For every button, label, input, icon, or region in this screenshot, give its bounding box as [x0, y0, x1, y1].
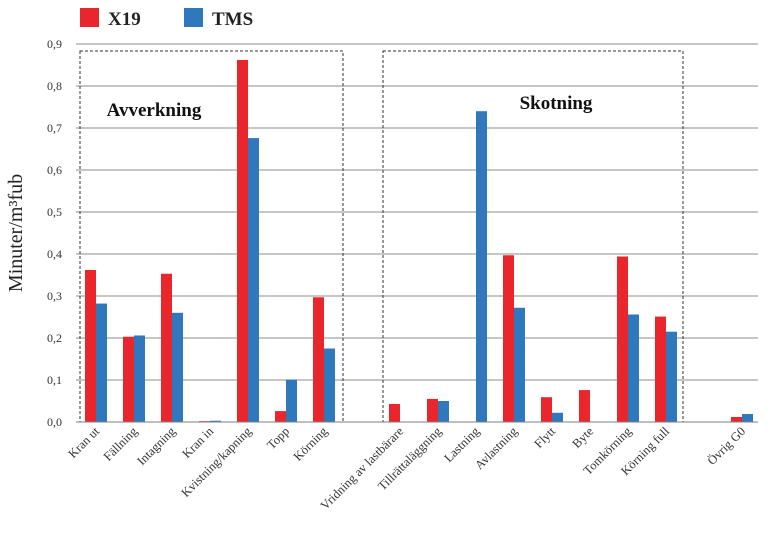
y-tick-label: 0,1: [47, 373, 62, 387]
bar-x19: [123, 336, 134, 422]
bar-tms: [476, 111, 487, 422]
bar-x19: [85, 269, 96, 422]
grid-lines: [76, 43, 758, 381]
y-tick-label: 0,9: [47, 37, 62, 51]
x-category-label: Topp: [264, 424, 292, 452]
bar-tms: [324, 348, 335, 422]
bar-x19: [275, 411, 286, 422]
y-axis-label: Minuter/m³fub: [5, 174, 27, 292]
x-category-label: Kran ut: [65, 424, 102, 461]
y-tick-label: 0,8: [47, 79, 62, 93]
y-tick-label: 0,3: [47, 289, 62, 303]
x-category-label: Kran in: [179, 424, 216, 461]
y-tick-label: 0,7: [47, 121, 62, 135]
bar-x19: [579, 390, 590, 422]
bar-tms: [514, 307, 525, 422]
bar-x19: [237, 59, 248, 423]
bar-tms: [438, 401, 449, 422]
y-tick-label: 0,6: [47, 163, 62, 177]
x-category-label: Byte: [570, 424, 597, 451]
bar-x19: [541, 397, 552, 422]
bar-tms: [742, 414, 753, 422]
bar-x19: [655, 316, 666, 422]
y-axis-ticks: 0,0 0,1 0,2 0,3 0,4 0,5 0,6 0,7 0,8 0,9: [47, 37, 62, 429]
bars: [85, 59, 753, 423]
bar-tms: [210, 420, 221, 422]
bar-x19: [389, 403, 400, 422]
bar-tms: [96, 303, 107, 422]
x-category-label: Avlastning: [472, 424, 521, 473]
bar-tms: [134, 335, 145, 422]
bar-tms: [248, 138, 259, 422]
legend-swatch-tms: [184, 8, 203, 27]
bar-tms: [172, 312, 183, 422]
y-tick-label: 0,4: [47, 247, 62, 261]
y-tick-label: 0,2: [47, 331, 62, 345]
bar-x19: [427, 398, 438, 422]
group-label-avverkning: Avverkning: [107, 100, 202, 121]
legend-label-x19: X19: [108, 9, 141, 30]
x-category-label: Övrig G0: [705, 424, 749, 468]
legend: X19 TMS: [80, 8, 253, 30]
x-category-label: Flytt: [532, 424, 559, 451]
group-label-skotning: Skotning: [520, 93, 593, 114]
bar-tms: [552, 412, 563, 422]
x-category-label: Körning: [291, 424, 331, 464]
x-category-label: Intagning: [134, 424, 178, 468]
bar-x19: [313, 297, 324, 422]
bar-tms: [666, 331, 677, 422]
bar-x19: [731, 416, 742, 422]
bar-x19: [617, 256, 628, 422]
bar-tms: [286, 379, 297, 422]
bar-x19: [161, 273, 172, 422]
y-tick-label: 0,0: [47, 415, 62, 429]
legend-label-tms: TMS: [212, 9, 253, 30]
bar-x19: [503, 255, 514, 422]
legend-swatch-x19: [80, 8, 99, 27]
bar-tms: [628, 314, 639, 422]
x-category-label: Kvistning/kapning: [178, 424, 254, 500]
y-tick-label: 0,5: [47, 205, 62, 219]
